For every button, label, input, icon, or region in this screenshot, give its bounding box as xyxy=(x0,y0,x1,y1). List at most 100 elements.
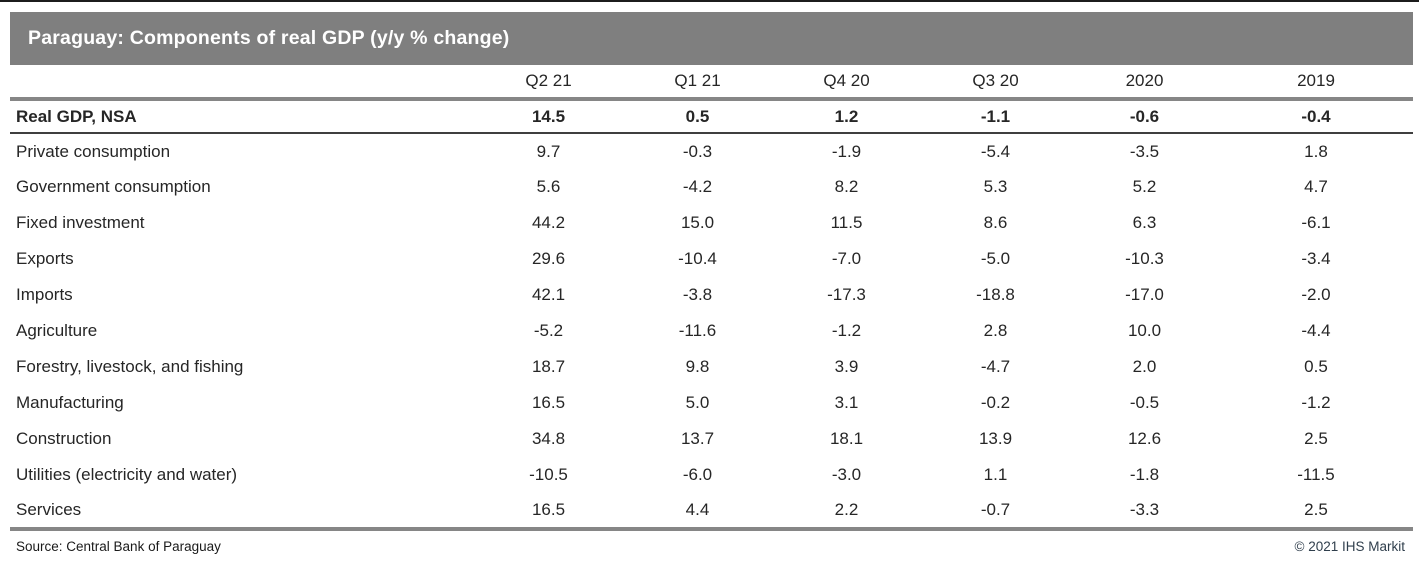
row-label: Real GDP, NSA xyxy=(10,99,474,134)
table-row: Construction 34.8 13.7 18.1 13.9 12.6 2.5 xyxy=(10,421,1413,457)
footer: Source: Central Bank of Paraguay © 2021 … xyxy=(16,539,1405,554)
table-header: Q2 21 Q1 21 Q4 20 Q3 20 2020 2019 xyxy=(10,65,1413,101)
value-cell: -3.0 xyxy=(831,465,862,484)
value-cell: -18.8 xyxy=(976,285,1015,304)
value-cell: 1.8 xyxy=(1304,141,1328,161)
value-cell: 18.7 xyxy=(531,357,566,376)
column-header-2019: 2019 xyxy=(1219,65,1413,101)
value-cell: 2.2 xyxy=(834,500,859,519)
value-cell: 2.0 xyxy=(1132,357,1157,376)
row-label: Exports xyxy=(16,249,74,268)
value-cell: -3.5 xyxy=(1129,141,1160,161)
row-label: Services xyxy=(16,500,82,519)
value-cell: -10.4 xyxy=(678,249,717,268)
value-cell: 44.2 xyxy=(531,213,566,232)
value-cell: -0.6 xyxy=(1070,99,1219,134)
table-row: Forestry, livestock, and fishing 18.7 9.8 3… xyxy=(10,349,1413,385)
table-row: Exports 29.6 -10.4 -7.0 -5.0 -10.3 -3.4 xyxy=(10,241,1413,277)
value-cell: -2.0 xyxy=(1301,285,1331,304)
row-label: Agriculture xyxy=(16,321,98,340)
value-cell: 34.8 xyxy=(531,429,566,448)
value-cell: -0.2 xyxy=(980,393,1011,412)
column-header-2020: 2020 xyxy=(1070,65,1219,101)
top-border-rule xyxy=(0,0,1419,2)
row-label: Utilities (electricity and water) xyxy=(16,465,238,484)
row-label: Government consumption xyxy=(16,177,211,196)
value-cell: 3.1 xyxy=(834,393,859,412)
value-cell: 1.1 xyxy=(983,465,1008,484)
value-cell: -4.4 xyxy=(1301,321,1331,340)
value-cell: -0.7 xyxy=(980,500,1011,519)
row-label: Forestry, livestock, and fishing xyxy=(16,357,244,376)
column-header-q4-20: Q4 20 xyxy=(772,65,921,101)
value-cell: 14.5 xyxy=(474,99,623,134)
value-cell: -1.9 xyxy=(831,141,862,161)
column-header-q3-20: Q3 20 xyxy=(921,65,1070,101)
value-cell: 4.7 xyxy=(1304,177,1328,196)
corner-cell xyxy=(10,65,474,101)
value-cell: -5.4 xyxy=(980,141,1011,161)
value-cell: -1.2 xyxy=(831,321,862,340)
value-cell: 4.4 xyxy=(685,500,710,519)
value-cell: -3.4 xyxy=(1301,249,1331,268)
value-cell: 9.8 xyxy=(685,357,710,376)
column-header-q1-21: Q1 21 xyxy=(623,65,772,101)
value-cell: 29.6 xyxy=(531,249,566,268)
source-note: Source: Central Bank of Paraguay xyxy=(16,539,221,554)
table-title-bar: Paraguay: Components of real GDP (y/y % … xyxy=(10,12,1413,65)
value-cell: 8.2 xyxy=(834,177,859,196)
value-cell: -3.3 xyxy=(1129,500,1160,519)
value-cell: -10.5 xyxy=(529,465,568,484)
row-label: Fixed investment xyxy=(16,213,145,232)
value-cell: 18.1 xyxy=(829,429,864,448)
value-cell: 3.9 xyxy=(834,357,859,376)
value-cell: 6.3 xyxy=(1132,213,1157,232)
value-cell: 8.6 xyxy=(983,213,1008,232)
value-cell: -4.2 xyxy=(682,177,713,196)
value-cell: -11.5 xyxy=(1297,465,1335,484)
value-cell: -17.3 xyxy=(827,285,866,304)
value-cell: -1.8 xyxy=(1129,465,1160,484)
value-cell: 12.6 xyxy=(1127,429,1162,448)
value-cell: 0.5 xyxy=(1304,357,1328,376)
value-cell: -0.3 xyxy=(682,141,713,161)
value-cell: -1.2 xyxy=(1301,393,1331,412)
table-row: Fixed investment 44.2 15.0 11.5 8.6 6.3 -6.1 xyxy=(10,205,1413,241)
value-cell: -11.6 xyxy=(678,321,717,340)
gdp-table: Q2 21 Q1 21 Q4 20 Q3 20 2020 2019 Real G… xyxy=(10,65,1413,531)
table-row: Services 16.5 4.4 2.2 -0.7 -3.3 2.5 xyxy=(10,493,1413,529)
table-row: Utilities (electricity and water) -10.5 -6… xyxy=(10,457,1413,493)
value-cell: 2.5 xyxy=(1304,429,1328,448)
value-cell: 15.0 xyxy=(680,213,715,232)
row-label: Manufacturing xyxy=(16,393,124,412)
table-row: Private consumption 9.7 -0.3 -1.9 -5.4 -3.5 1.… xyxy=(10,133,1413,169)
value-cell: 10.0 xyxy=(1127,321,1162,340)
value-cell: 16.5 xyxy=(531,500,566,519)
table-body: Real GDP, NSA 14.5 0.5 1.2 -1.1 -0.6 -0.4 Priva… xyxy=(10,99,1413,529)
value-cell: 13.7 xyxy=(680,429,715,448)
value-cell: -7.0 xyxy=(831,249,862,268)
value-cell: -0.4 xyxy=(1219,99,1413,134)
column-header-q2-21: Q2 21 xyxy=(474,65,623,101)
table-row: Real GDP, NSA 14.5 0.5 1.2 -1.1 -0.6 -0.4 xyxy=(10,99,1413,134)
value-cell: -0.5 xyxy=(1129,393,1160,412)
value-cell: 2.8 xyxy=(983,321,1008,340)
value-cell: 16.5 xyxy=(531,393,566,412)
value-cell: -6.0 xyxy=(682,465,713,484)
row-label: Private consumption xyxy=(16,141,171,161)
value-cell: 11.5 xyxy=(830,213,863,232)
value-cell: 5.2 xyxy=(1132,177,1157,196)
value-cell: -10.3 xyxy=(1125,249,1164,268)
table-row: Manufacturing 16.5 5.0 3.1 -0.2 -0.5 -1.2 xyxy=(10,385,1413,421)
value-cell: -1.1 xyxy=(921,99,1070,134)
value-cell: 5.6 xyxy=(536,177,561,196)
value-cell: 2.5 xyxy=(1304,500,1328,519)
table-row: Imports 42.1 -3.8 -17.3 -18.8 -17.0 -2.0 xyxy=(10,277,1413,313)
value-cell: 5.0 xyxy=(685,393,710,412)
value-cell: 42.1 xyxy=(531,285,566,304)
table-title: Paraguay: Components of real GDP (y/y % … xyxy=(28,27,510,49)
table-row: Government consumption 5.6 -4.2 8.2 5.3 5.2 4.… xyxy=(10,169,1413,205)
table-row: Agriculture -5.2 -11.6 -1.2 2.8 10.0 -4.4 xyxy=(10,313,1413,349)
row-label: Construction xyxy=(16,429,112,448)
